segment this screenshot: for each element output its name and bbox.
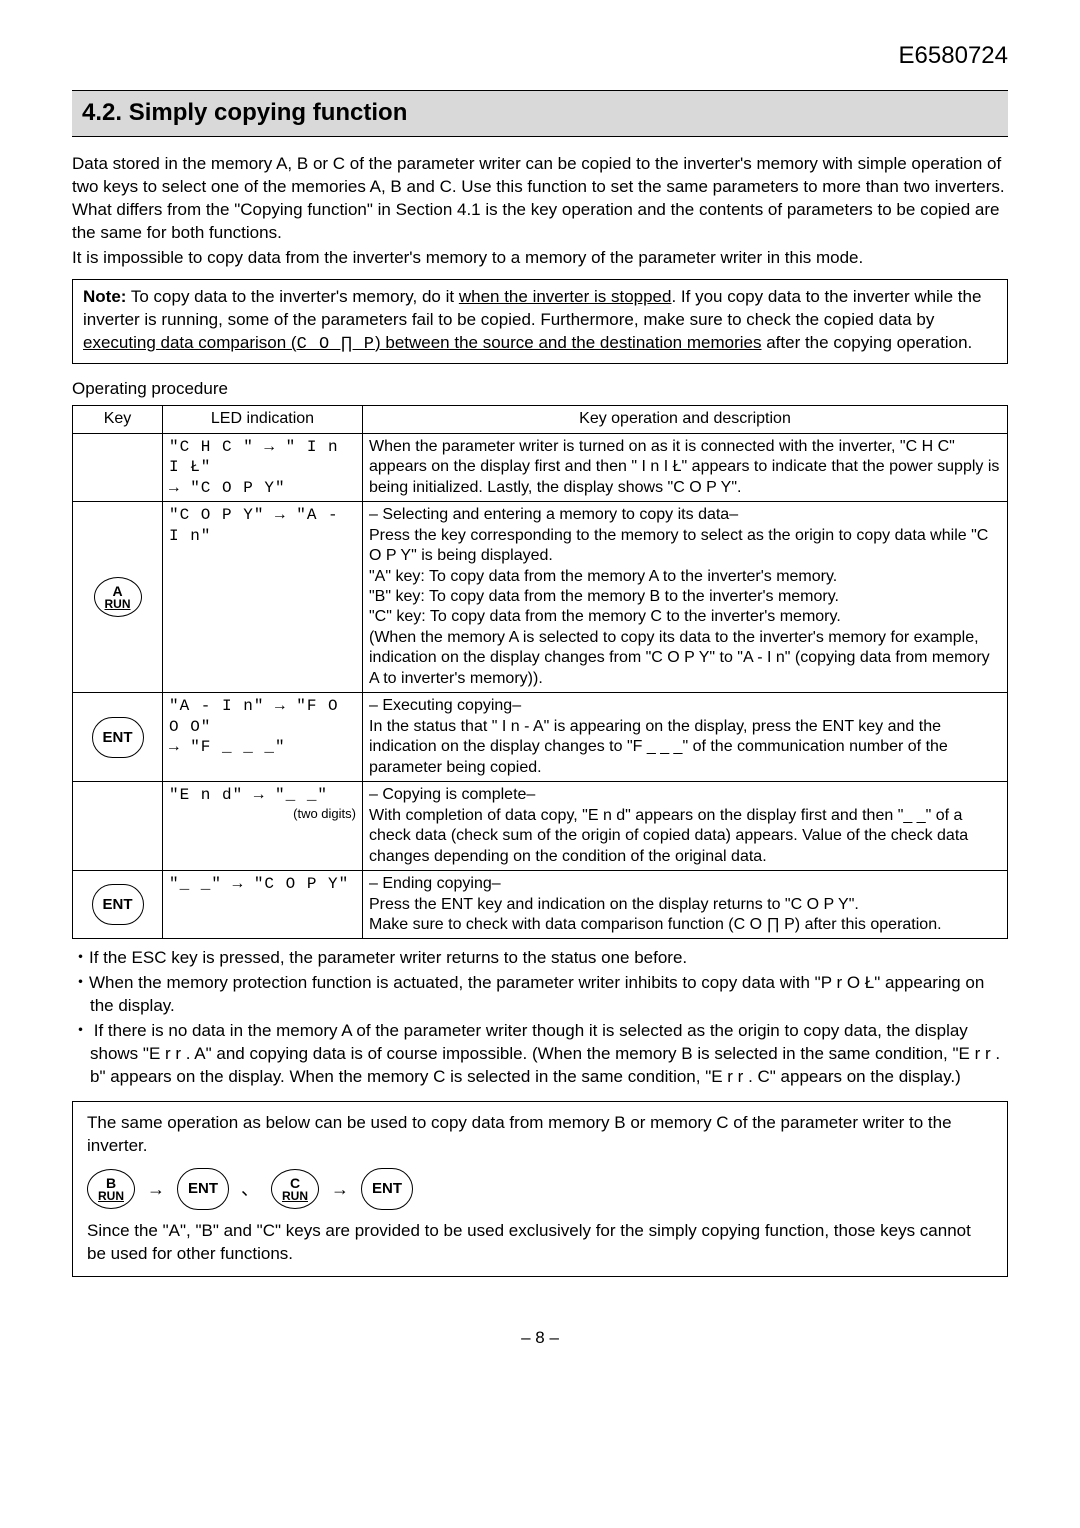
cell-led-4a: "E n d" → "_ _" (169, 786, 328, 804)
note-underline-1: when the inverter is stopped (459, 287, 672, 306)
info-text-1: The same operation as below can be used … (87, 1112, 993, 1158)
procedure-table: Key LED indication Key operation and des… (72, 405, 1008, 939)
arrow-icon: → (147, 1177, 165, 1201)
comma: 、 (241, 1177, 259, 1201)
note-code: C O ∏ P (297, 335, 375, 354)
cell-led-3: "A - I n" → "F O O O" → "F _ _ _" (163, 693, 363, 782)
th-key: Key (73, 406, 163, 433)
note-underline-3: ) between the source and the destination… (375, 333, 762, 352)
table-row: ENT "A - I n" → "F O O O" → "F _ _ _" – … (73, 693, 1008, 782)
arrow-icon: → (331, 1177, 349, 1201)
cell-desc-3: – Executing copying– In the status that … (363, 693, 1008, 782)
cell-key-3: ENT (73, 693, 163, 782)
note-underline-2: executing data comparison ( (83, 333, 297, 352)
key-b-run: B RUN (87, 1169, 135, 1209)
cell-key-5: ENT (73, 871, 163, 939)
note-box: Note: To copy data to the inverter's mem… (72, 279, 1008, 364)
page-number: – 8 – (72, 1327, 1008, 1350)
key-a-sub: RUN (99, 598, 137, 610)
cell-key-2: A RUN (73, 502, 163, 693)
paragraph-2: It is impossible to copy data from the i… (72, 247, 1008, 270)
key-ent-2: ENT (92, 884, 144, 925)
note-text-c: after the copying operation. (762, 333, 973, 352)
paragraph-1: Data stored in the memory A, B or C of t… (72, 153, 1008, 245)
info-box: The same operation as below can be used … (72, 1101, 1008, 1277)
key-ent-1: ENT (92, 717, 144, 758)
cell-desc-1: When the parameter writer is turned on a… (363, 433, 1008, 501)
bullet-1: ・If the ESC key is pressed, the paramete… (72, 947, 1008, 970)
section-title: 4.2. Simply copying function (72, 90, 1008, 136)
table-row: A RUN "C O P Y" → "A - I n" – Selecting … (73, 502, 1008, 693)
bullet-2: ・When the memory protection function is … (72, 972, 1008, 1018)
cell-led-1: "C H C " → " I n I Ł" → "C O P Y" (163, 433, 363, 501)
table-row: "C H C " → " I n I Ł" → "C O P Y" When t… (73, 433, 1008, 501)
bullet-3: ・ If there is no data in the memory A of… (72, 1020, 1008, 1089)
cell-led-4: "E n d" → "_ _" (two digits) (163, 782, 363, 871)
table-row: ENT "_ _" → "C O P Y" – Ending copying– … (73, 871, 1008, 939)
key-c-sub: RUN (276, 1190, 314, 1202)
doc-id: E6580724 (72, 40, 1008, 72)
note-label: Note: (83, 287, 126, 306)
cell-led-4b: (two digits) (169, 806, 356, 823)
th-desc: Key operation and description (363, 406, 1008, 433)
info-text-2: Since the "A", "B" and "C" keys are prov… (87, 1220, 993, 1266)
procedure-label: Operating procedure (72, 378, 1008, 401)
cell-led-5: "_ _" → "C O P Y" (163, 871, 363, 939)
key-a-run: A RUN (94, 577, 142, 617)
note-text-a: To copy data to the inverter's memory, d… (126, 287, 458, 306)
key-b-sub: RUN (92, 1190, 130, 1202)
key-row: B RUN → ENT 、 C RUN → ENT (87, 1168, 993, 1210)
table-row: "E n d" → "_ _" (two digits) – Copying i… (73, 782, 1008, 871)
cell-key-4 (73, 782, 163, 871)
cell-led-2: "C O P Y" → "A - I n" (163, 502, 363, 693)
key-ent-b: ENT (177, 1168, 229, 1210)
key-c-run: C RUN (271, 1169, 319, 1209)
cell-key-1 (73, 433, 163, 501)
cell-desc-5: – Ending copying– Press the ENT key and … (363, 871, 1008, 939)
bullet-list: ・If the ESC key is pressed, the paramete… (72, 947, 1008, 1089)
th-led: LED indication (163, 406, 363, 433)
key-ent-c: ENT (361, 1168, 413, 1210)
cell-desc-4: – Copying is complete– With completion o… (363, 782, 1008, 871)
cell-desc-2: – Selecting and entering a memory to cop… (363, 502, 1008, 693)
